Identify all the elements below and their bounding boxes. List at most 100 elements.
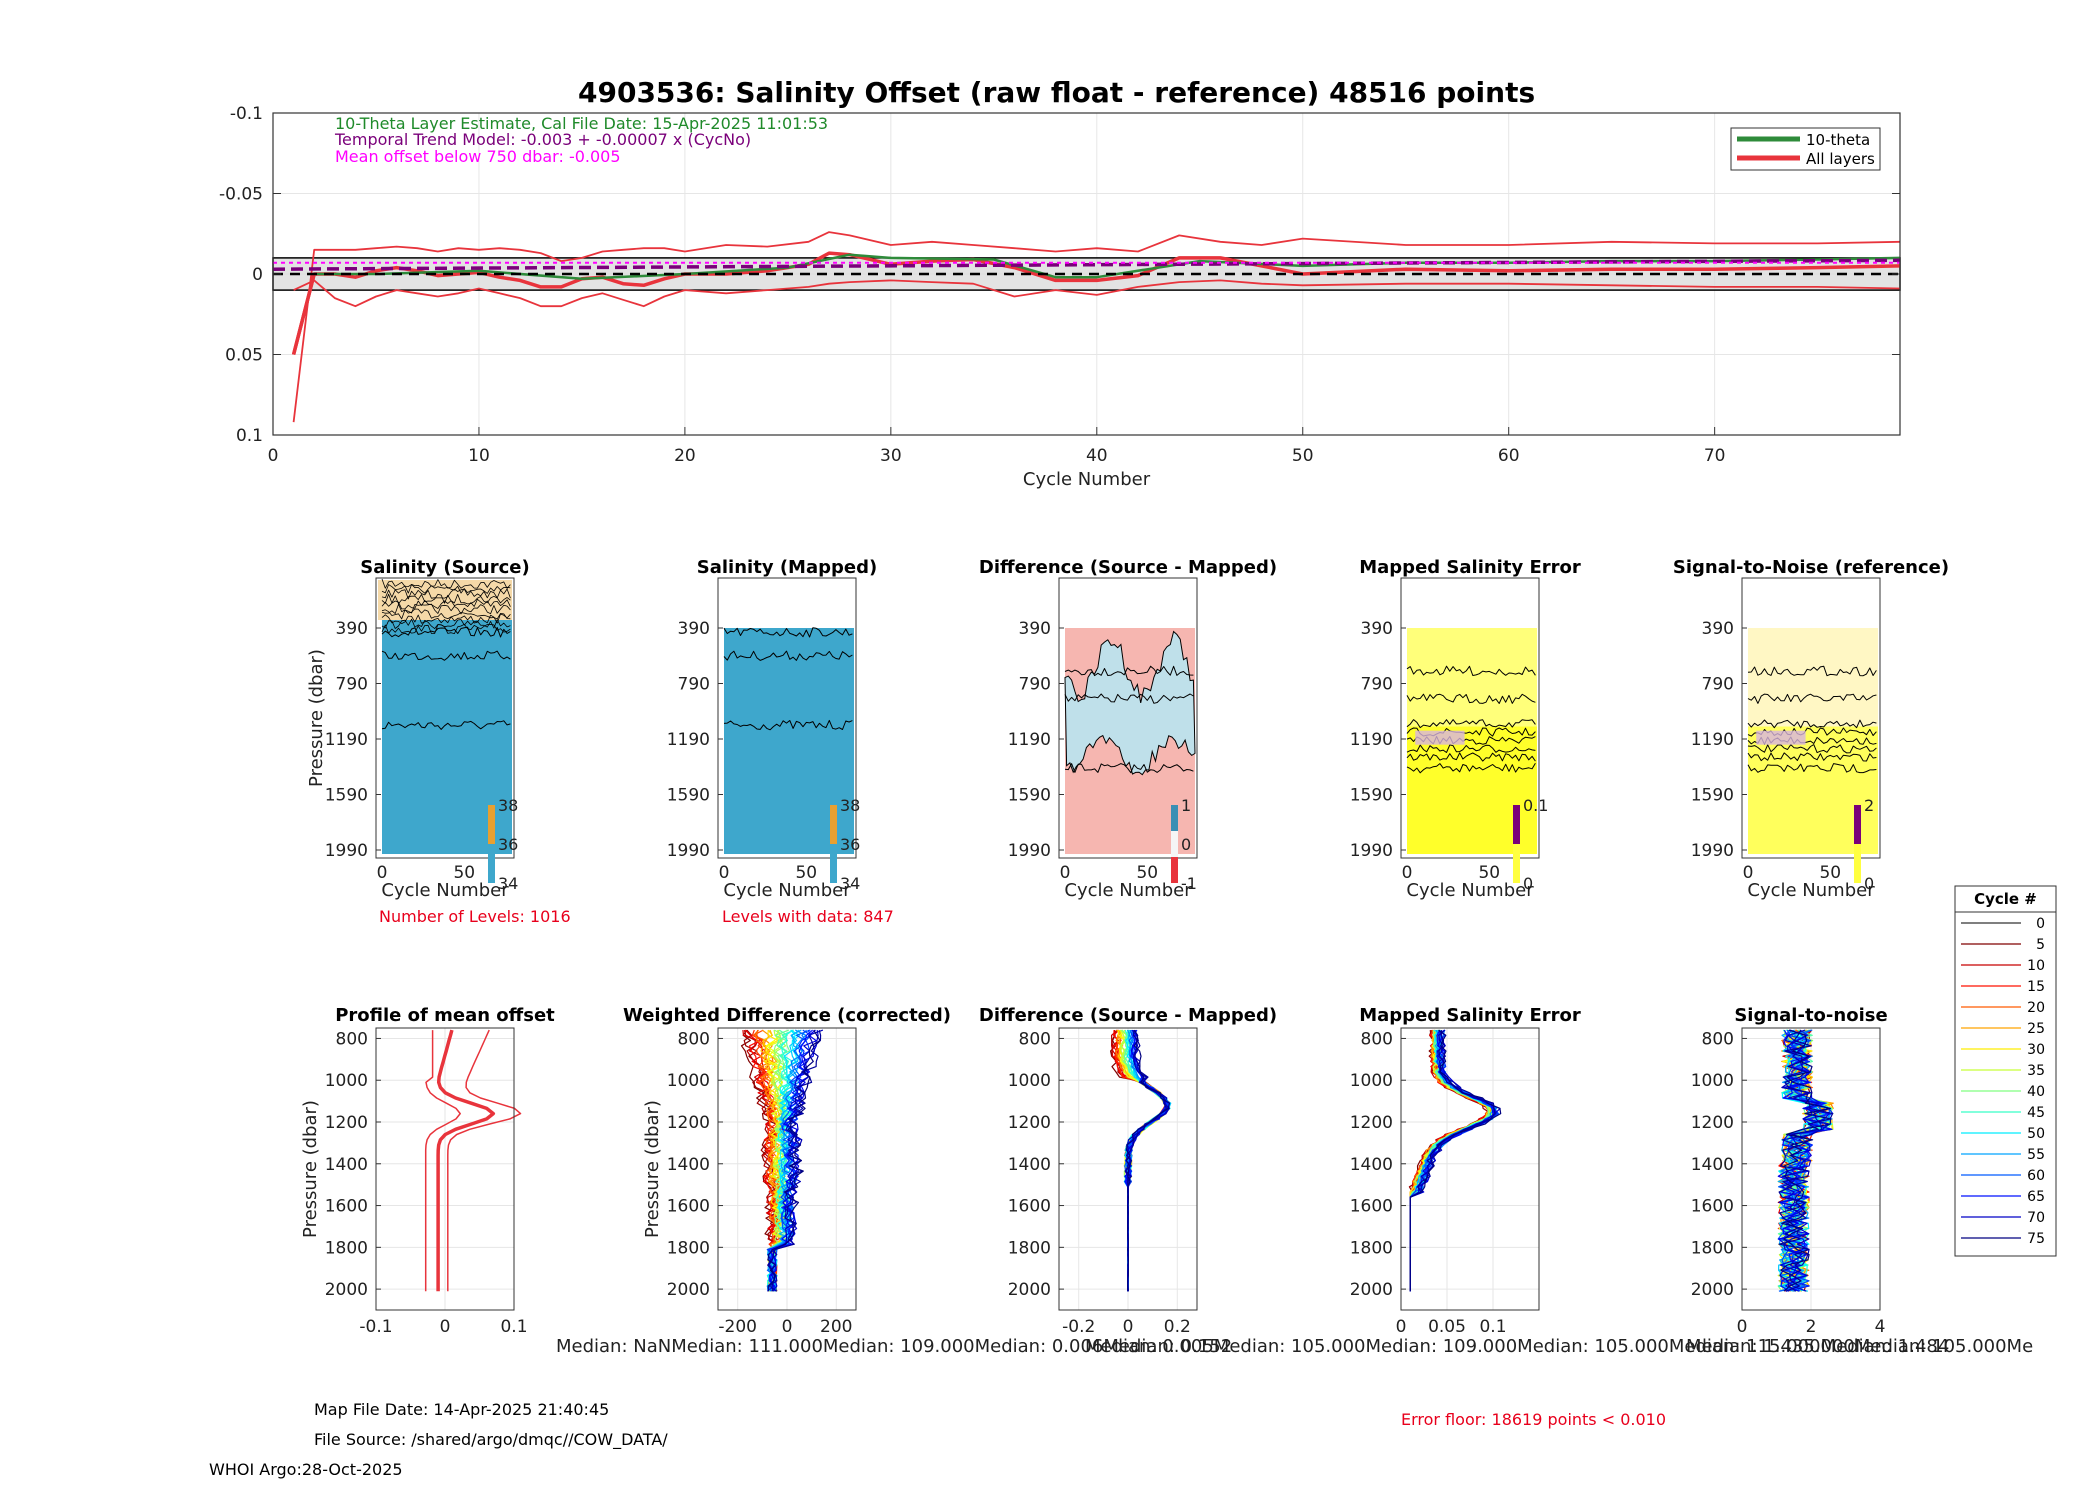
offset-xtick-label: 40	[1086, 446, 1108, 466]
sal_mapped-colorbar-label: 38	[840, 796, 860, 815]
cycle-legend-box	[1954, 885, 2057, 1257]
sal_source-axes	[375, 577, 515, 859]
snr_profiles-xtick-label: 0	[1737, 1317, 1748, 1337]
cycle-legend-label: 0	[2036, 916, 2045, 932]
snr_profiles-xtick-label: 2	[1806, 1317, 1817, 1337]
profile-mean-line	[436, 1029, 496, 1292]
sal_mapped-axes	[717, 577, 857, 859]
sal_mapped-ytick-label: 790	[678, 675, 710, 695]
sal_source-ytick-label: 390	[336, 619, 368, 639]
diff_map-contour	[1064, 693, 1194, 704]
snr_profiles-title: Signal-to-noise	[1734, 1005, 1887, 1026]
err_profiles-ytick-label: 1600	[1350, 1197, 1393, 1217]
diff_profiles-ytick-label: 800	[1019, 1029, 1051, 1049]
diff_profiles-axes	[1058, 1027, 1198, 1311]
snr_map-colorbar-label: 2	[1864, 796, 1874, 815]
err_map-ytick-label: 390	[1361, 619, 1393, 639]
err_profiles-xtick-label: 0	[1396, 1317, 1407, 1337]
offset-legend-box	[1730, 127, 1881, 171]
err_map-colorbar-label: 0	[1523, 874, 1533, 893]
median-row-3: Median: 1.435.000Median: 105.000Me	[1686, 1336, 2034, 1357]
err_map-contour	[1406, 719, 1536, 729]
offset-ytick-label: 0	[252, 265, 263, 285]
cycle-legend-label: 75	[2027, 1231, 2045, 1247]
series-all-layers-1	[292, 231, 1901, 423]
err_map-contour	[1406, 665, 1536, 676]
diff_profiles-xtick-label: -0.2	[1062, 1317, 1095, 1337]
err_map-ytick-label: 790	[1361, 675, 1393, 695]
sal_source-colorbar-segment	[488, 805, 495, 844]
snr_profiles-ytick-label: 1000	[1691, 1071, 1734, 1091]
cycle-legend-title: Cycle #	[1974, 890, 2037, 908]
diff_map-ytick-label: 1190	[1008, 730, 1051, 750]
diff_map-xlabel: Cycle Number	[1064, 880, 1192, 901]
snr_profiles-ytick-label: 1400	[1691, 1155, 1734, 1175]
diff_profiles-title: Difference (Source - Mapped)	[979, 1005, 1277, 1026]
diff_profiles-ytick-label: 1000	[1008, 1071, 1051, 1091]
snr_profiles-cycle-trace	[1779, 1029, 1831, 1292]
snr_profiles-xtick-label: 4	[1875, 1317, 1886, 1337]
err_map-xlabel: Cycle Number	[1406, 880, 1534, 901]
snr_map-ytick-label: 1990	[1691, 841, 1734, 861]
snr_map-contour	[1747, 744, 1877, 754]
sal_source-contour	[381, 720, 511, 730]
snr_map-ytick-label: 790	[1702, 675, 1734, 695]
profile_mean-panel: Profile of mean offset 800 1000 1200 1400 160…	[300, 1005, 555, 1337]
profile-panels: Profile of mean offset 800 1000 1200 1400 160…	[300, 1005, 1888, 1337]
median-row-2: Median: 0.005Median: 105.000Median: 109.…	[1085, 1336, 1950, 1357]
sal_source-colorbar-label: 34	[498, 874, 518, 893]
offset-xtick-label: 30	[880, 446, 902, 466]
snr_profiles-ytick-label: 1600	[1691, 1197, 1734, 1217]
err_profiles-ytick-label: 1400	[1350, 1155, 1393, 1175]
err_map-xtick-label: 0	[1402, 863, 1413, 883]
weighted_diff-cycle-trace	[767, 1029, 821, 1292]
sal_mapped-ytick-label: 1990	[667, 841, 710, 861]
snr_map-colorbar-label: 0	[1864, 874, 1874, 893]
diff_profiles-xtick-label: 0.2	[1164, 1317, 1191, 1337]
weighted_diff-axes	[717, 1027, 857, 1311]
sal_mapped-title: Salinity (Mapped)	[697, 557, 877, 578]
sal-contour-surface	[381, 608, 511, 620]
diff_profiles-ytick-label: 1200	[1008, 1113, 1051, 1133]
snr_map-colorbar-segment	[1854, 844, 1861, 883]
err_profiles-ytick-label: 2000	[1350, 1280, 1393, 1300]
diff_map-xtick-label: 0	[1060, 863, 1071, 883]
diff_map-colorbar-segment	[1171, 857, 1178, 883]
sal_source-colorbar-label: 36	[498, 835, 518, 854]
diff_map-contour	[1064, 763, 1194, 774]
number-of-levels: Number of Levels: 1016	[379, 907, 571, 926]
err_map-colorbar-segment	[1513, 844, 1520, 883]
cycle-legend: Cycle # 0 5 10 15 20 25 30 35 40 45 50 55 60 65 70 75	[1954, 885, 2057, 1257]
diff_map-colorbar-segment	[1171, 831, 1178, 857]
snr_map-xtick-label: 50	[1819, 863, 1841, 883]
snr_map-contour	[1747, 693, 1877, 704]
diff_map-panel: Difference (Source - Mapped)390790119015…	[979, 557, 1277, 901]
err_profiles-axes	[1400, 1027, 1540, 1311]
err_map-ytick-label: 1590	[1350, 786, 1393, 806]
profile_mean-xtick-label: -0.1	[359, 1317, 392, 1337]
err_map-upper-field	[1407, 628, 1537, 727]
err_profiles-title: Mapped Salinity Error	[1359, 1005, 1581, 1026]
snr_profiles-ytick-label: 800	[1702, 1029, 1734, 1049]
profile_mean-xtick-label: 0	[440, 1317, 451, 1337]
snr_map-contour	[1747, 752, 1877, 762]
sal_source-ytick-label: 1190	[325, 730, 368, 750]
sal-contour-surface	[381, 588, 511, 600]
weighted_diff-cycle-trace	[766, 1029, 794, 1292]
sal_mapped-colorbar-label: 36	[840, 835, 860, 854]
sal_mapped-contour	[723, 719, 853, 731]
diff_profiles-cycle-trace	[1125, 1029, 1171, 1292]
profile-upper-line	[447, 1029, 522, 1292]
sal_source-contour	[381, 650, 511, 661]
offset-chart: 0 10 20 30 40 50 60 70 -0.1 -0.05 0 0.05 0.1 Cycle Nu…	[219, 104, 1901, 490]
diff_profiles-panel: Difference (Source - Mapped) 800 1000 1200 1…	[979, 1005, 1277, 1337]
profile_mean-ylabel: Pressure (dbar)	[300, 1100, 321, 1238]
profile_mean-axes	[375, 1027, 515, 1311]
sal_mapped-ytick-label: 1190	[667, 730, 710, 750]
snr_profiles-cycle-trace	[1780, 1029, 1833, 1292]
offset-ytick-label: -0.05	[219, 185, 263, 205]
err_profiles-ytick-label: 1000	[1350, 1071, 1393, 1091]
